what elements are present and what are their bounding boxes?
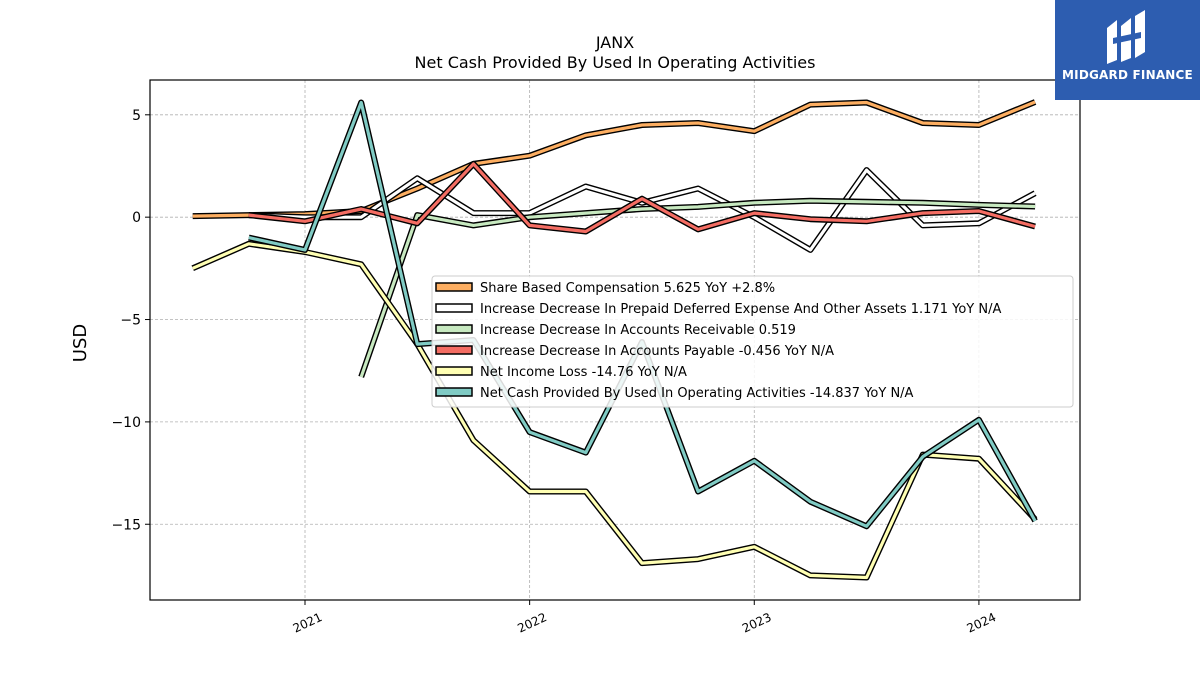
brand-name: MIDGARD FINANCE	[1062, 68, 1193, 82]
y-axis-label: USD	[70, 324, 91, 362]
chart-subtitle: Net Cash Provided By Used In Operating A…	[415, 53, 816, 72]
legend-box	[431, 275, 1074, 408]
plot-frame	[149, 79, 1081, 601]
x-tick-label: 2021	[291, 610, 325, 636]
chart-title: JANX	[595, 33, 634, 52]
series-line	[248, 168, 1036, 252]
legend-entry: Increase Decrease In Accounts Receivable…	[480, 323, 796, 338]
series-line	[192, 100, 1036, 218]
x-tick-label: 2023	[740, 610, 774, 636]
x-axis: 2021 2022 2023 2024	[291, 600, 999, 636]
y-tick-label: −15	[111, 517, 141, 533]
y-tick-label: −5	[120, 313, 141, 329]
legend-entry: Net Cash Provided By Used In Operating A…	[480, 386, 914, 401]
brand-logo: MIDGARD FINANCE	[1055, 0, 1200, 100]
legend-entry: Net Income Loss -14.76 YoY N/A	[480, 365, 687, 380]
y-tick-label: −10	[111, 415, 141, 431]
midgard-logo-icon	[1107, 10, 1145, 64]
legend-swatch	[435, 387, 473, 397]
x-tick-label: 2024	[965, 610, 999, 636]
series-line	[359, 199, 1036, 378]
legend: Share Based Compensation 5.625 YoY +2.8%…	[431, 275, 1074, 408]
legend-swatch	[435, 345, 473, 355]
y-tick-label: 5	[132, 108, 141, 124]
legend-entry: Increase Decrease In Prepaid Deferred Ex…	[480, 302, 1001, 317]
series-line	[192, 242, 1037, 580]
legend-entry: Increase Decrease In Accounts Payable -0…	[480, 344, 834, 359]
x-tick-label: 2022	[515, 610, 549, 636]
legend-swatch	[435, 366, 473, 376]
y-tick-label: 0	[132, 210, 141, 226]
series-line	[248, 162, 1036, 234]
legend-entry: Share Based Compensation 5.625 YoY +2.8%	[480, 281, 775, 296]
legend-swatch	[435, 324, 473, 334]
legend-swatch	[435, 282, 473, 292]
legend-swatch	[435, 303, 473, 313]
y-axis: 5 0 −5 −10 −15	[111, 108, 150, 533]
